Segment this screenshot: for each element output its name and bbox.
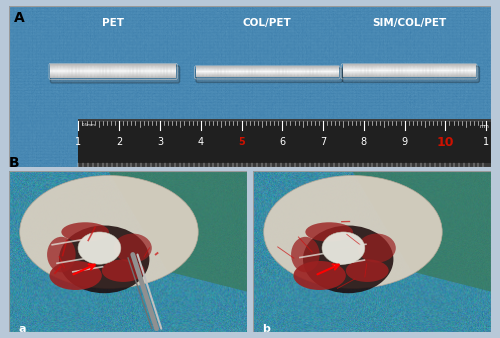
Ellipse shape [59,225,150,293]
Bar [342,64,475,65]
FancyBboxPatch shape [50,66,180,83]
Bar [50,72,176,73]
Bar [342,74,475,75]
Text: A: A [14,11,24,25]
Bar [50,69,176,70]
Text: 8: 8 [361,137,367,147]
Text: mm: mm [480,124,489,129]
Ellipse shape [264,175,442,288]
Bar [342,73,475,74]
Text: 6: 6 [279,137,285,147]
Bar [50,76,176,77]
Bar [50,77,176,78]
Bar [196,75,338,76]
Text: 1: 1 [76,137,82,147]
FancyBboxPatch shape [342,66,479,82]
Bar [196,71,338,72]
Bar [50,71,176,72]
Bar [50,75,176,76]
Bar [342,67,475,68]
Bar [50,65,176,66]
Ellipse shape [306,222,353,242]
FancyBboxPatch shape [196,68,342,82]
Bar [342,75,475,76]
Ellipse shape [303,225,394,293]
Text: a: a [18,324,26,334]
Ellipse shape [62,222,109,242]
Bar [196,66,338,67]
Ellipse shape [294,261,346,290]
Bar [342,66,475,67]
Text: PET: PET [102,18,124,28]
Ellipse shape [114,234,152,263]
Ellipse shape [346,259,389,282]
Text: b: b [262,324,270,334]
Ellipse shape [20,175,198,288]
Bar [342,71,475,72]
Text: 5: 5 [238,137,245,147]
Bar [342,72,475,73]
Bar [196,76,338,77]
Bar [50,70,176,71]
Polygon shape [352,171,491,292]
Ellipse shape [322,232,365,264]
Text: 7: 7 [320,137,326,147]
Ellipse shape [47,237,76,272]
Ellipse shape [102,259,144,282]
Bar [196,69,338,70]
Bar [78,163,491,167]
Text: 4: 4 [198,137,204,147]
Bar [342,76,475,77]
Text: 9: 9 [402,137,407,147]
Bar [78,119,491,122]
Bar [196,68,338,69]
Bar [196,74,338,75]
Ellipse shape [50,261,102,290]
Bar [78,119,491,167]
Text: 3: 3 [157,137,163,147]
Ellipse shape [358,234,396,263]
Text: COL/PET: COL/PET [243,18,292,28]
Bar [50,66,176,67]
Bar [196,67,338,68]
Bar [50,73,176,74]
Text: 2: 2 [116,137,122,147]
Bar [196,72,338,73]
Bar [342,69,475,70]
Text: 1: 1 [483,137,489,147]
Text: 10: 10 [436,136,454,149]
Bar [50,64,176,65]
Polygon shape [108,171,247,292]
Bar [196,70,338,71]
Bar [50,74,176,75]
Bar [50,68,176,69]
Bar [50,67,176,68]
Text: SIM/COL/PET: SIM/COL/PET [372,18,446,28]
Bar [342,65,475,66]
Bar [196,73,338,74]
Text: B: B [9,156,20,170]
Bar [342,68,475,69]
Bar [342,70,475,71]
Ellipse shape [78,232,121,264]
Ellipse shape [291,237,320,272]
Text: 0.5mm: 0.5mm [82,123,95,127]
